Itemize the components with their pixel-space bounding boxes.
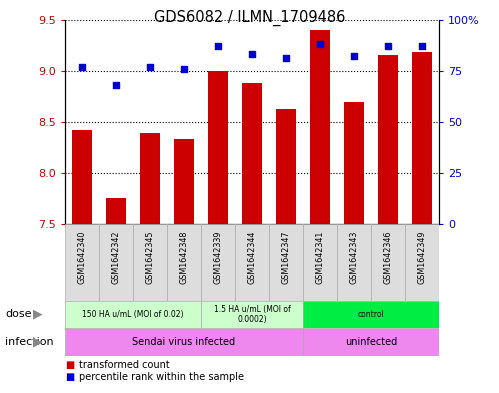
- Text: GSM1642346: GSM1642346: [384, 230, 393, 283]
- Bar: [242, 83, 262, 224]
- Bar: [167, 224, 201, 301]
- Point: [112, 82, 120, 88]
- Text: transformed count: transformed count: [79, 360, 170, 371]
- Bar: [65, 224, 99, 301]
- Bar: [65, 301, 201, 328]
- Text: GSM1642341: GSM1642341: [315, 230, 324, 283]
- Bar: [310, 30, 330, 224]
- Point: [180, 66, 188, 72]
- Text: ▶: ▶: [32, 308, 42, 321]
- Bar: [303, 328, 439, 356]
- Bar: [405, 224, 439, 301]
- Text: GDS6082 / ILMN_1709486: GDS6082 / ILMN_1709486: [154, 10, 345, 26]
- Point: [214, 43, 222, 50]
- Text: GSM1642344: GSM1642344: [248, 230, 256, 283]
- Text: GSM1642347: GSM1642347: [281, 230, 290, 284]
- Bar: [72, 130, 92, 224]
- Bar: [269, 224, 303, 301]
- Bar: [99, 224, 133, 301]
- Text: 150 HA u/mL (MOI of 0.02): 150 HA u/mL (MOI of 0.02): [82, 310, 184, 319]
- Bar: [371, 224, 405, 301]
- Text: infection: infection: [5, 337, 53, 347]
- Text: percentile rank within the sample: percentile rank within the sample: [79, 372, 244, 382]
- Point: [248, 51, 256, 57]
- Bar: [201, 301, 303, 328]
- Text: GSM1642342: GSM1642342: [111, 230, 120, 284]
- Bar: [235, 224, 269, 301]
- Bar: [344, 103, 364, 224]
- Text: ■: ■: [65, 372, 74, 382]
- Bar: [412, 52, 432, 224]
- Point: [78, 64, 86, 70]
- Text: GSM1642345: GSM1642345: [145, 230, 154, 284]
- Text: Sendai virus infected: Sendai virus infected: [132, 337, 236, 347]
- Text: ▶: ▶: [32, 335, 42, 349]
- Bar: [276, 108, 296, 224]
- Point: [146, 64, 154, 70]
- Text: dose: dose: [5, 309, 31, 320]
- Text: 1.5 HA u/mL (MOI of
0.0002): 1.5 HA u/mL (MOI of 0.0002): [214, 305, 290, 324]
- Text: GSM1642348: GSM1642348: [180, 230, 189, 283]
- Bar: [337, 224, 371, 301]
- Text: control: control: [358, 310, 384, 319]
- Text: uninfected: uninfected: [345, 337, 397, 347]
- Point: [282, 55, 290, 62]
- Bar: [140, 133, 160, 224]
- Bar: [378, 55, 398, 224]
- Bar: [201, 224, 235, 301]
- Text: GSM1642343: GSM1642343: [350, 230, 359, 283]
- Text: GSM1642339: GSM1642339: [214, 230, 223, 284]
- Bar: [174, 139, 194, 224]
- Bar: [106, 198, 126, 224]
- Text: GSM1642340: GSM1642340: [77, 230, 86, 283]
- Point: [384, 43, 392, 50]
- Point: [418, 43, 426, 50]
- Point: [316, 41, 324, 47]
- Text: ■: ■: [65, 360, 74, 371]
- Bar: [303, 301, 439, 328]
- Bar: [65, 328, 303, 356]
- Bar: [133, 224, 167, 301]
- Point: [350, 53, 358, 60]
- Bar: [303, 224, 337, 301]
- Bar: [208, 71, 228, 224]
- Text: GSM1642349: GSM1642349: [418, 230, 427, 284]
